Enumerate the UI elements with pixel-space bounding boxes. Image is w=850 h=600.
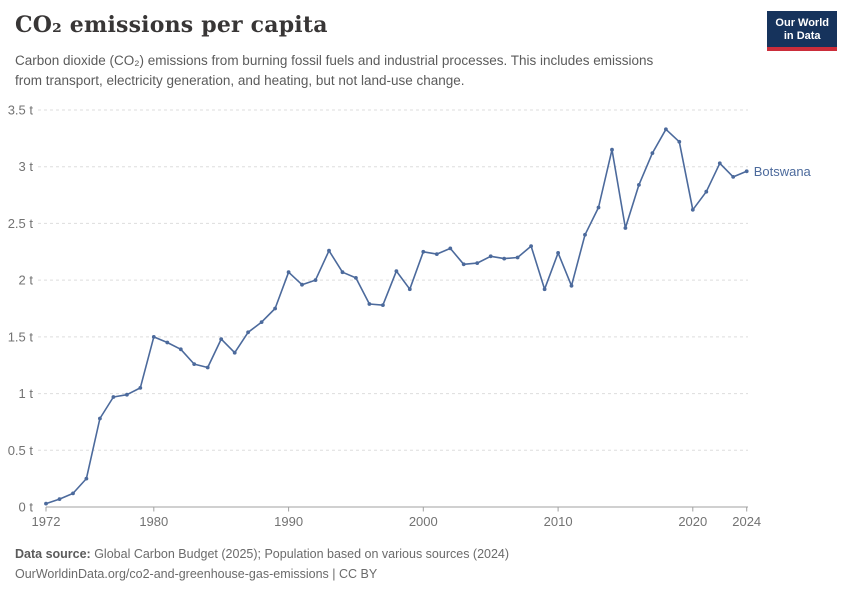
data-point [286,270,291,275]
data-point [542,287,547,292]
data-point [138,386,143,390]
page-title: CO₂ emissions per capita [15,12,328,38]
x-axis-label: 2024 [732,514,761,529]
data-point [300,282,304,287]
data-point [610,147,614,152]
data-point [259,320,264,324]
data-point [623,226,628,230]
data-point [192,362,197,366]
data-point [407,287,412,292]
data-point [71,491,75,496]
x-axis-label: 2000 [409,514,438,529]
data-point [717,161,722,166]
x-axis-label: 1980 [139,514,168,529]
x-axis-label: 2010 [544,514,573,529]
owid-logo: Our World in Data [767,11,837,51]
data-point [340,270,345,275]
data-point [219,337,224,341]
owid-logo-line1: Our World [775,17,829,29]
data-point [448,246,453,251]
data-point [111,395,116,399]
data-source-label: Data source: [15,547,91,561]
data-point [731,175,736,179]
data-point [313,278,318,282]
owid-logo-line2: in Data [783,30,821,42]
y-axis-label: 0 t [19,500,34,515]
data-point [84,476,89,481]
x-axis-label: 2020 [678,514,707,529]
data-point [650,151,655,155]
subtitle-line: Carbon dioxide (CO₂) emissions from burn… [15,53,654,68]
license-line: OurWorldinData.org/co2-and-greenhouse-ga… [15,567,378,581]
data-source-text: Global Carbon Budget (2025); Population … [90,547,510,561]
data-point [354,276,358,280]
data-point [381,303,385,307]
data-point [44,501,48,506]
data-point [178,347,183,352]
data-point [434,252,439,256]
data-point [583,232,587,237]
y-axis-label: 3 t [19,159,34,174]
botswana-series-line [45,128,748,505]
data-point [690,207,695,212]
data-point [273,306,277,311]
data-point [556,251,560,255]
data-point [165,340,170,345]
data-point [502,256,507,261]
data-point [57,497,62,501]
y-axis-label: 1 t [19,386,34,401]
subtitle-line: from transport, electricity generation, … [15,73,465,88]
y-axis-label: 2 t [19,273,34,288]
data-point [677,139,682,144]
data-point [367,302,372,306]
data-point [569,283,574,288]
data-point [394,269,399,273]
data-point [637,183,641,187]
chart-footer: Data source: Global Carbon Budget (2025)… [15,544,509,584]
data-point [704,189,709,194]
data-point [488,254,493,259]
y-axis-label: 3.5 t [8,103,34,118]
data-point [327,248,331,253]
data-point [98,416,102,421]
data-source-line: Data source: Global Carbon Budget (2025)… [15,544,509,564]
chart-subtitle: Carbon dioxide (CO₂) emissions from burn… [15,51,653,91]
data-point [232,350,237,355]
x-axis-label: 1990 [274,514,303,529]
data-point [205,365,210,370]
data-point [744,169,749,174]
y-axis-label: 0.5 t [8,443,34,458]
data-point [421,249,426,254]
data-point [529,244,533,249]
entity-label: Botswana [754,164,812,179]
data-point [461,262,466,267]
data-point [151,335,156,339]
data-point [125,392,129,397]
y-axis-label: 1.5 t [8,329,34,344]
x-axis-label: 1972 [32,514,61,529]
data-point [515,255,520,260]
data-point [664,127,668,132]
data-point [596,205,601,210]
y-axis-label: 2.5 t [8,216,34,231]
line-chart: 0 t 0.5 t 1 t 1.5 t 2 t 2.5 t 3 t 3.5 t 1972 1980… [8,103,812,530]
data-point [246,330,251,335]
data-point [475,261,480,265]
